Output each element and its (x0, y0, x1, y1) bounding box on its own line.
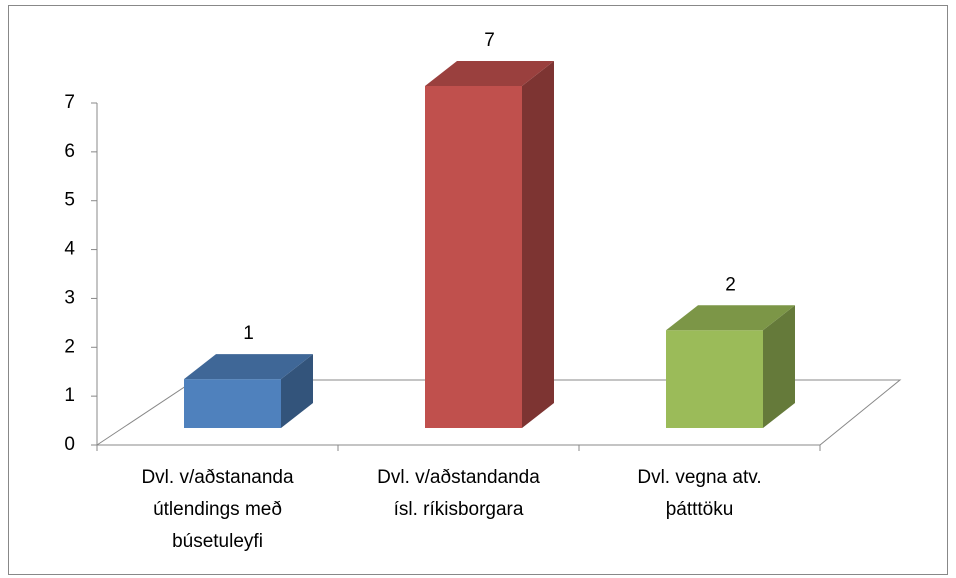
y-tick-label: 3 (64, 287, 75, 308)
y-tick-label: 6 (64, 141, 75, 162)
x-tick-label: Dvl. v/aðstandanda ísl. ríkisborgara (377, 467, 540, 520)
bar (184, 354, 313, 428)
y-tick-label: 0 (64, 434, 75, 455)
x-tick-label: Dvl. v/aðstananda útlendings með búsetuley… (141, 467, 294, 552)
bar (425, 61, 554, 428)
bar-top (666, 305, 795, 331)
bar-front (666, 330, 763, 428)
data-label: 2 (725, 274, 736, 295)
bar-side (281, 354, 313, 428)
bar-front (425, 86, 522, 428)
data-label: 1 (243, 323, 254, 344)
y-tick-label: 5 (64, 190, 75, 211)
y-tick-label: 4 (64, 239, 75, 260)
bar-front (184, 379, 281, 428)
bar-side (522, 61, 554, 428)
bar (666, 305, 795, 428)
x-tick-label: Dvl. vegna atv. þátttöku (637, 467, 761, 520)
data-label: 7 (484, 30, 495, 51)
y-tick-label: 1 (64, 385, 75, 406)
y-tick-label: 2 (64, 336, 75, 357)
bar-top (425, 61, 554, 86)
bar-top (184, 354, 313, 380)
y-tick-label: 7 (64, 92, 75, 113)
bar-side (763, 305, 795, 428)
